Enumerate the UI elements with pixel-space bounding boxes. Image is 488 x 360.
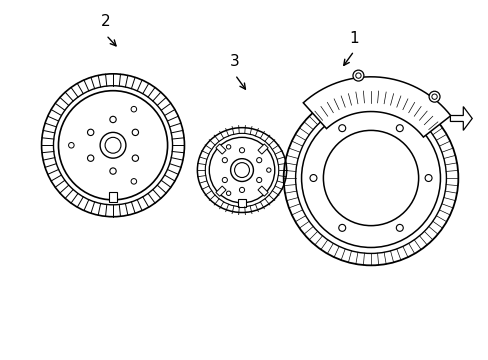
Polygon shape	[303, 77, 450, 137]
Circle shape	[110, 116, 116, 123]
Circle shape	[239, 148, 244, 153]
FancyBboxPatch shape	[109, 192, 117, 202]
Circle shape	[256, 177, 261, 183]
Circle shape	[234, 163, 249, 177]
Text: 2: 2	[101, 14, 111, 29]
Circle shape	[395, 125, 403, 132]
Circle shape	[68, 143, 74, 148]
Circle shape	[239, 187, 244, 193]
Circle shape	[110, 168, 116, 174]
FancyBboxPatch shape	[238, 199, 245, 207]
Circle shape	[59, 91, 167, 200]
Circle shape	[131, 107, 136, 112]
Circle shape	[131, 179, 136, 184]
Circle shape	[226, 191, 230, 195]
Circle shape	[266, 168, 270, 172]
Text: 3: 3	[230, 54, 240, 69]
Circle shape	[87, 129, 94, 136]
Polygon shape	[258, 186, 267, 196]
Circle shape	[230, 159, 253, 181]
Polygon shape	[215, 144, 225, 154]
Circle shape	[222, 158, 227, 163]
Text: 1: 1	[348, 31, 358, 46]
Circle shape	[226, 145, 230, 149]
Circle shape	[309, 175, 316, 181]
Circle shape	[323, 130, 418, 226]
Circle shape	[395, 224, 403, 231]
Circle shape	[355, 73, 360, 78]
Polygon shape	[258, 144, 267, 154]
Circle shape	[105, 137, 121, 153]
Circle shape	[428, 91, 439, 102]
Circle shape	[132, 129, 138, 136]
Circle shape	[222, 177, 227, 183]
Circle shape	[352, 70, 363, 81]
Circle shape	[209, 137, 274, 203]
Circle shape	[338, 224, 345, 231]
Circle shape	[338, 125, 345, 132]
Circle shape	[424, 175, 431, 181]
Circle shape	[100, 132, 126, 158]
Circle shape	[431, 94, 436, 99]
Polygon shape	[215, 186, 225, 196]
Circle shape	[301, 109, 440, 247]
Circle shape	[87, 155, 94, 161]
Polygon shape	[449, 107, 471, 130]
Circle shape	[256, 158, 261, 163]
Circle shape	[132, 155, 138, 161]
